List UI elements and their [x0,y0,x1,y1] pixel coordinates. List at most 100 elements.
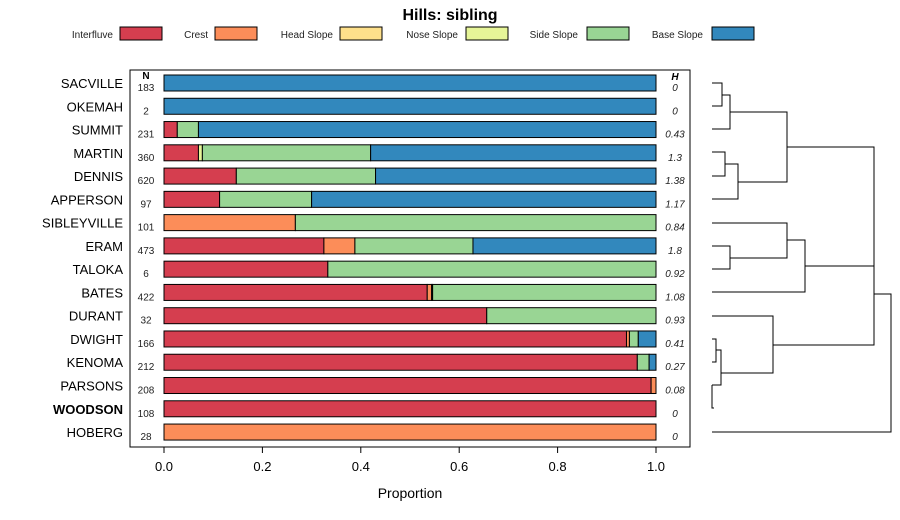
dendro-sacville-okemah [712,82,723,107]
bar-kenoma-base-slope [648,353,657,371]
legend-swatch-base-slope [711,26,755,41]
h-value-sacville: 0 [672,83,678,94]
n-value-bates: 422 [138,292,155,303]
dendro-group-a [730,111,788,183]
dendro-mid-join [787,146,875,294]
bar-apperson-interfluve [163,190,221,208]
h-value-dwight: 0.41 [665,339,684,350]
legend-label-head-slope: Head Slope [281,30,334,41]
h-value-dennis: 1.38 [665,176,685,187]
n-value-apperson: 97 [140,199,152,210]
legend-swatch-nose-slope [465,26,509,41]
h-value-woodson: 0 [672,409,678,420]
row-label-taloka: TALOKA [73,262,124,277]
bar-dennis-side-slope [235,167,377,185]
row-label-martin: MARTIN [73,146,123,161]
bar-dwight-side-slope [628,330,639,348]
bar-dennis-interfluve [163,167,237,185]
bar-taloka-interfluve [163,260,329,278]
n-value-woodson: 108 [138,409,155,420]
bar-bates-crest [426,283,433,301]
legend: Interfluve Crest Head Slope Nose Slope Side … [72,26,755,41]
n-value-sacville: 183 [138,83,155,94]
dendro-martin-dennis [712,151,726,177]
dendro-eram-taloka [712,245,731,270]
h-header: H [671,72,679,83]
legend-swatch-crest [214,26,258,41]
row-label-apperson: APPERSON [51,192,123,207]
bar-eram-interfluve [163,237,325,255]
bar-martin-nose-slope [197,144,203,162]
h-value-kenoma: 0.27 [665,362,685,373]
row-label-summit: SUMMIT [72,123,123,138]
bar-apperson-base-slope [311,190,657,208]
h-value-martin: 1.3 [668,153,682,164]
bars-group [163,74,657,441]
dendro-plus-summit [712,94,731,130]
bar-dwight-interfluve [163,330,627,348]
n-value-dwight: 166 [138,339,155,350]
legend-label-interfluve: Interfluve [72,30,114,41]
legend-label-side-slope: Side Slope [530,30,579,41]
bar-bates-interfluve [163,283,428,301]
row-label-bates: BATES [81,285,123,300]
n-value-dennis: 620 [138,176,155,187]
bar-woodson-interfluve [163,400,657,418]
bar-durant-side-slope [486,307,657,325]
row-label-parsons: PARSONS [60,379,123,394]
plot-frame [129,69,691,448]
row-label-dennis: DENNIS [74,169,123,184]
h-value-hoberg: 0 [672,432,678,443]
bar-eram-crest [323,237,356,255]
n-value-summit: 231 [138,130,155,141]
bar-dwight-base-slope [637,330,657,348]
bar-kenoma-side-slope [636,353,650,371]
x-tick-label-0: 0.0 [155,459,173,474]
bar-summit-interfluve [163,121,178,139]
dendro-group-b [773,265,875,346]
bar-okemah-base-slope [163,97,657,115]
bar-martin-base-slope [370,144,657,162]
bar-martin-interfluve [163,144,199,162]
dendro-bates-join [748,239,806,293]
h-value-bates: 1.08 [665,292,685,303]
n-value-parsons: 208 [138,386,155,397]
bar-sibleyville-side-slope [294,214,657,232]
bar-eram-base-slope [472,237,657,255]
n-value-eram: 473 [138,246,155,257]
h-value-summit: 0.43 [665,130,685,141]
row-label-sibleyville: SIBLEYVILLE [42,216,123,231]
n-value-martin: 360 [138,153,155,164]
dendro-root [712,293,892,433]
row-label-woodson: WOODSON [53,402,123,417]
h-value-taloka: 0.92 [665,269,685,280]
x-tick-label-2: 0.4 [352,459,370,474]
legend-swatch-side-slope [586,26,630,41]
bar-kenoma-interfluve [163,353,638,371]
n-value-kenoma: 212 [138,362,155,373]
dendrogram [711,82,892,433]
h-value-durant: 0.93 [665,316,685,327]
h-value-parsons: 0.08 [665,386,685,397]
n-value-taloka: 6 [143,269,149,280]
legend-swatch-head-slope [339,26,383,41]
row-label-kenoma: KENOMA [67,355,124,370]
legend-label-crest: Crest [184,30,208,41]
h-value-okemah: 0 [672,106,678,117]
x-tick-label-5: 1.0 [647,459,665,474]
bar-summit-base-slope [197,121,657,139]
legend-label-base-slope: Base Slope [652,30,704,41]
legend-label-nose-slope: Nose Slope [406,30,458,41]
n-value-sibleyville: 101 [138,223,155,234]
x-axis-title: Proportion [378,485,443,501]
bar-parsons-crest [650,377,657,395]
bar-durant-interfluve [163,307,488,325]
dendro-dwight-kenoma [712,338,717,363]
bar-dennis-base-slope [375,167,657,185]
h-value-sibleyville: 0.84 [665,223,685,234]
bar-eram-side-slope [354,237,474,255]
row-label-durant: DURANT [69,309,123,324]
bar-taloka-side-slope [327,260,657,278]
bar-martin-side-slope [201,144,372,162]
